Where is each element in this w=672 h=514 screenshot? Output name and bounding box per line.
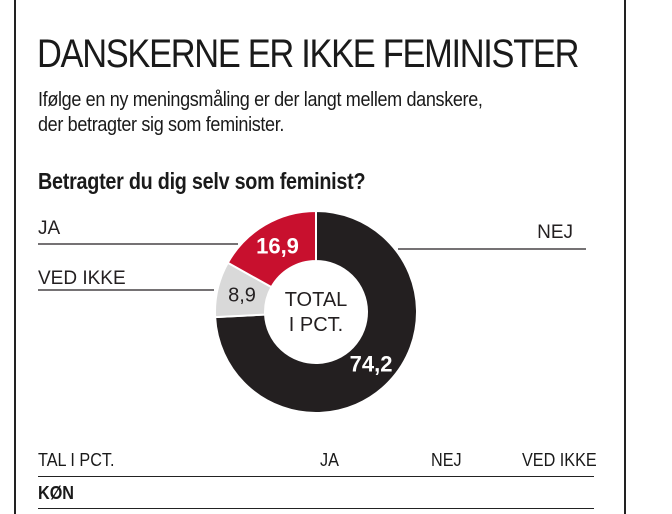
value-label-ved-ikke: 8,9 <box>228 285 256 307</box>
frame-right-border <box>624 0 626 514</box>
subtitle-line-1: Ifølge en ny meningsmåling er der langt … <box>38 88 483 111</box>
category-label-nej: NEJ <box>537 222 573 243</box>
chart-title: DANSKERNE ER IKKE FEMINISTER <box>37 32 579 76</box>
survey-question: Betragter du dig selv som feminist? <box>38 168 366 194</box>
table-rule-bottom <box>38 508 594 509</box>
center-label-unit: I PCT. <box>289 314 343 336</box>
category-label-ja: JA <box>38 218 61 239</box>
category-label-ved-ikke: VED IKKE <box>38 268 126 289</box>
table-col-ja: JA <box>320 450 339 470</box>
table-col-nej: NEJ <box>431 450 462 470</box>
center-label-total: TOTAL <box>285 289 348 311</box>
donut-slice-ja <box>226 209 317 289</box>
table-unit-label: TAL I PCT. <box>38 450 115 470</box>
table-row-label-koen: KØN <box>38 483 74 503</box>
chart-subtitle: Ifølge en ny meningsmåling er der langt … <box>38 87 531 137</box>
value-label-ja: 16,9 <box>256 233 299 258</box>
donut-slice-nej <box>214 209 418 414</box>
table-col-ved-ikke: VED IKKE <box>522 450 597 470</box>
frame-left-border <box>14 0 16 514</box>
table-rule-top <box>38 476 594 477</box>
value-label-nej: 74,2 <box>350 351 393 376</box>
subtitle-line-2: der betragter sig som feminister. <box>38 113 285 136</box>
